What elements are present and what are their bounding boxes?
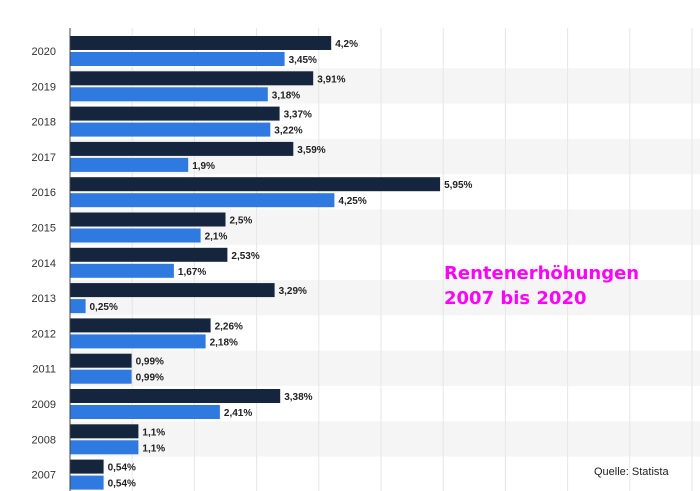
value-label: 0,25% xyxy=(90,302,118,313)
value-label: 2,5% xyxy=(230,216,253,227)
value-label: 2,53% xyxy=(231,251,259,262)
value-label: 2,1% xyxy=(205,232,228,243)
bar-series-2 xyxy=(70,193,335,208)
year-label: 2013 xyxy=(32,293,56,305)
bar-series-2 xyxy=(70,299,86,314)
year-label: 2020 xyxy=(32,46,56,58)
bar-series-1 xyxy=(70,212,226,227)
value-label: 0,99% xyxy=(136,357,164,368)
bar-series-1 xyxy=(70,353,132,368)
value-label: 1,1% xyxy=(142,427,165,438)
bar-series-1 xyxy=(70,318,211,333)
bar-series-1 xyxy=(70,36,332,50)
bar-series-1 xyxy=(70,71,314,86)
value-label: 3,18% xyxy=(272,90,300,101)
bar-series-2 xyxy=(70,334,206,349)
chart-title: Rentenerhöhungen xyxy=(444,263,639,284)
year-label: 2008 xyxy=(32,434,56,446)
year-label: 2019 xyxy=(32,81,56,93)
value-label: 3,37% xyxy=(284,110,312,121)
year-label: 2012 xyxy=(32,328,56,340)
value-label: 5,95% xyxy=(444,180,472,191)
bar-series-1 xyxy=(70,389,281,403)
bar-series-2 xyxy=(70,52,285,66)
bar-series-2 xyxy=(70,157,189,172)
year-label: 2007 xyxy=(32,470,56,482)
bar-series-2 xyxy=(70,475,104,490)
year-label: 2015 xyxy=(32,223,56,235)
value-label: 0,54% xyxy=(108,479,136,490)
value-label: 0,99% xyxy=(136,373,164,384)
chart-subtitle: 2007 bis 2020 xyxy=(444,288,587,309)
value-label: 3,38% xyxy=(284,392,312,403)
bar-series-1 xyxy=(70,424,139,439)
value-label: 1,1% xyxy=(142,443,165,454)
value-label: 1,67% xyxy=(178,267,206,278)
bar-series-2 xyxy=(70,440,139,455)
year-label: 2018 xyxy=(32,117,56,129)
year-label: 2009 xyxy=(32,399,56,411)
bar-series-1 xyxy=(70,177,441,192)
value-label: 3,29% xyxy=(279,286,307,297)
value-label: 2,26% xyxy=(215,321,243,332)
bar-series-2 xyxy=(70,263,174,278)
bar-series-1 xyxy=(70,106,280,121)
source-credit: Quelle: Statista xyxy=(594,466,669,478)
year-labels: 2020 2019 2018 2017 2016 2015 2014 2013 2012 2011… xyxy=(32,46,56,482)
bar-series-1 xyxy=(70,459,104,474)
bar-series-2 xyxy=(70,228,201,243)
value-label: 2,41% xyxy=(224,408,252,419)
bar-series-1 xyxy=(70,283,275,298)
bar-series-2 xyxy=(70,122,271,137)
row-stripe xyxy=(70,421,700,457)
value-label: 3,91% xyxy=(317,74,345,85)
value-label: 4,25% xyxy=(338,196,366,207)
year-label: 2016 xyxy=(32,187,56,199)
bar-series-2 xyxy=(70,405,220,419)
value-labels: 4,2% 3,45%3,91% 3,18% 3,37% 3,22% 3,59% 1,9% 5,… xyxy=(90,39,473,490)
bar-series-2 xyxy=(70,87,268,102)
year-label: 2011 xyxy=(32,364,56,376)
year-label: 2017 xyxy=(32,152,56,164)
value-label: 4,2% xyxy=(335,39,358,50)
value-label: 0,54% xyxy=(108,463,136,474)
bar-series-1 xyxy=(70,141,294,156)
bar-series-1 xyxy=(70,247,228,262)
value-label: 2,18% xyxy=(210,337,238,348)
value-label: 3,59% xyxy=(297,145,325,156)
value-label: 3,45% xyxy=(289,55,317,66)
gridlines xyxy=(131,28,693,491)
row-stripes xyxy=(70,68,700,457)
row-stripe xyxy=(70,350,700,386)
bar-series-2 xyxy=(70,369,132,384)
bars xyxy=(70,36,441,490)
year-label: 2014 xyxy=(32,258,56,270)
value-label: 1,9% xyxy=(192,161,215,172)
value-label: 3,22% xyxy=(274,126,302,137)
